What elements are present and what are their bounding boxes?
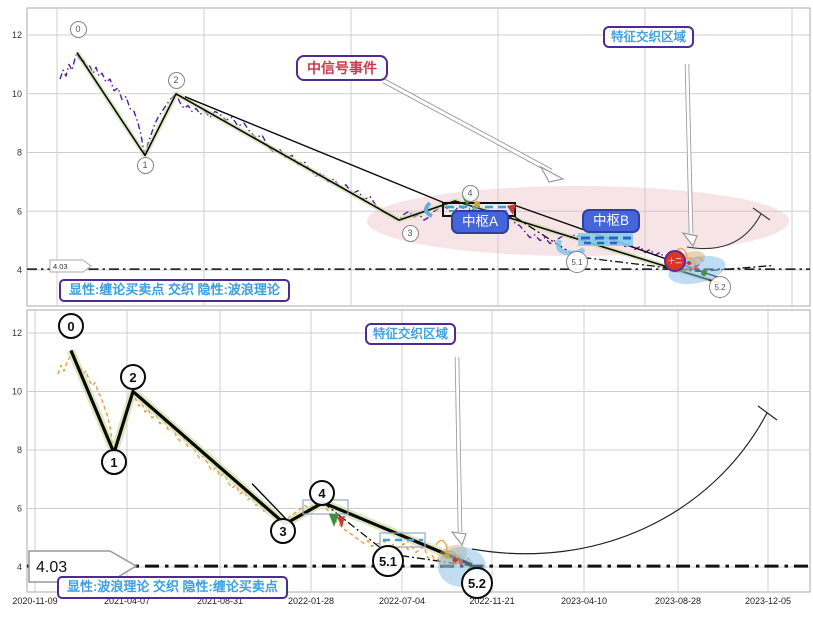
red-event-marker: 十二	[664, 250, 686, 272]
y-tick-label: 8	[17, 148, 22, 158]
feature-zone-label-bottom: 特征交织区域	[365, 323, 457, 346]
x-tick-label: 2023-04-10	[561, 596, 607, 606]
series-trend-aux	[251, 483, 291, 524]
pink-dot-marker	[459, 561, 463, 565]
pivot-b-label: 中枢B	[582, 209, 641, 233]
green-dot-marker	[701, 270, 707, 276]
pivot-b-band	[578, 233, 633, 246]
series-trend-channel	[184, 96, 444, 204]
series-projection	[514, 216, 773, 273]
y-tick-label: 6	[17, 504, 22, 514]
x-tick-label: 2023-08-28	[655, 596, 701, 606]
threshold-banner-text: 4.03	[53, 262, 68, 271]
wave-point-bottom-5.2: 5.2	[461, 567, 493, 599]
panel-frame	[26, 309, 811, 593]
wave-point-top-2: 2	[167, 71, 185, 89]
y-tick-label: 8	[17, 445, 22, 455]
mini-pivot-box	[379, 532, 426, 548]
x-tick-label: 2023-12-05	[745, 596, 791, 606]
x-tick-label: 2022-07-04	[379, 596, 425, 606]
wave-point-top-5.2: 5.2	[709, 276, 731, 298]
wave-point-top-4: 4	[461, 184, 479, 202]
wave-point-bottom-1: 1	[101, 449, 127, 475]
legend-top: 显性:缠论买卖点 交织 隐性:波浪理论	[59, 279, 290, 302]
wave-point-top-1: 1	[136, 156, 154, 174]
threshold-banner-text: 4.03	[36, 559, 67, 576]
x-tick-label: 2022-01-28	[288, 596, 334, 606]
feature-arrow-fill	[455, 356, 462, 533]
y-tick-label: 10	[12, 387, 22, 397]
wave-point-top-3: 3	[401, 224, 419, 242]
signal-arrow-fill	[383, 79, 552, 173]
annotation-arc	[686, 213, 762, 250]
feature-arrow-head	[681, 232, 698, 248]
y-tick-label: 6	[17, 206, 22, 216]
x-tick-label: 2021-04-07	[104, 596, 150, 606]
red-dot-marker	[452, 557, 458, 563]
signal-event-label: 中信号事件	[296, 55, 388, 82]
wave-point-bottom-0: 0	[58, 313, 84, 339]
red-dot-marker	[687, 261, 691, 265]
annotation-arc	[471, 412, 768, 555]
wave-point-bottom-5.1: 5.1	[372, 545, 404, 577]
threshold-banner	[28, 550, 138, 583]
orange-scribble	[435, 539, 465, 567]
legend-bottom: 显性:波浪理论 交织 隐性:缠论买卖点	[57, 576, 288, 599]
x-tick-label: 2022-11-21	[469, 596, 514, 606]
y-tick-label: 4	[17, 265, 22, 275]
arc-t-end	[757, 405, 778, 421]
feature-arrow-head	[450, 531, 467, 547]
y-tick-label: 12	[12, 30, 22, 40]
wave-point-top-0: 0	[69, 20, 87, 38]
wave-point-bottom-3: 3	[270, 518, 296, 544]
threshold-banner	[49, 259, 92, 273]
red-triangle-marker	[507, 204, 516, 215]
gold-dot-marker	[444, 553, 450, 559]
arc-t-end	[752, 207, 771, 221]
feature-arrow-fill	[685, 63, 693, 234]
y-tick-label: 10	[12, 89, 22, 99]
pink-dot-marker	[694, 265, 698, 269]
gold-dot-marker	[474, 201, 480, 207]
y-tick-label: 12	[12, 328, 22, 338]
x-tick-label: 2021-08-31	[197, 596, 243, 606]
pivot-a-label: 中枢A	[451, 210, 510, 234]
wave-point-bottom-2: 2	[120, 364, 146, 390]
red-triangle-marker	[337, 516, 345, 528]
feature-zone-label-top: 特征交织区域	[603, 26, 695, 49]
y-tick-label: 4	[17, 562, 22, 572]
blue-swoosh-marker	[424, 201, 433, 218]
green-triangle-marker	[329, 514, 339, 527]
wave-point-bottom-4: 4	[309, 480, 335, 506]
x-tick-label: 2020-11-09	[12, 596, 57, 606]
wave-point-top-5.1: 5.1	[566, 251, 588, 273]
signal-arrow-head	[539, 165, 565, 183]
